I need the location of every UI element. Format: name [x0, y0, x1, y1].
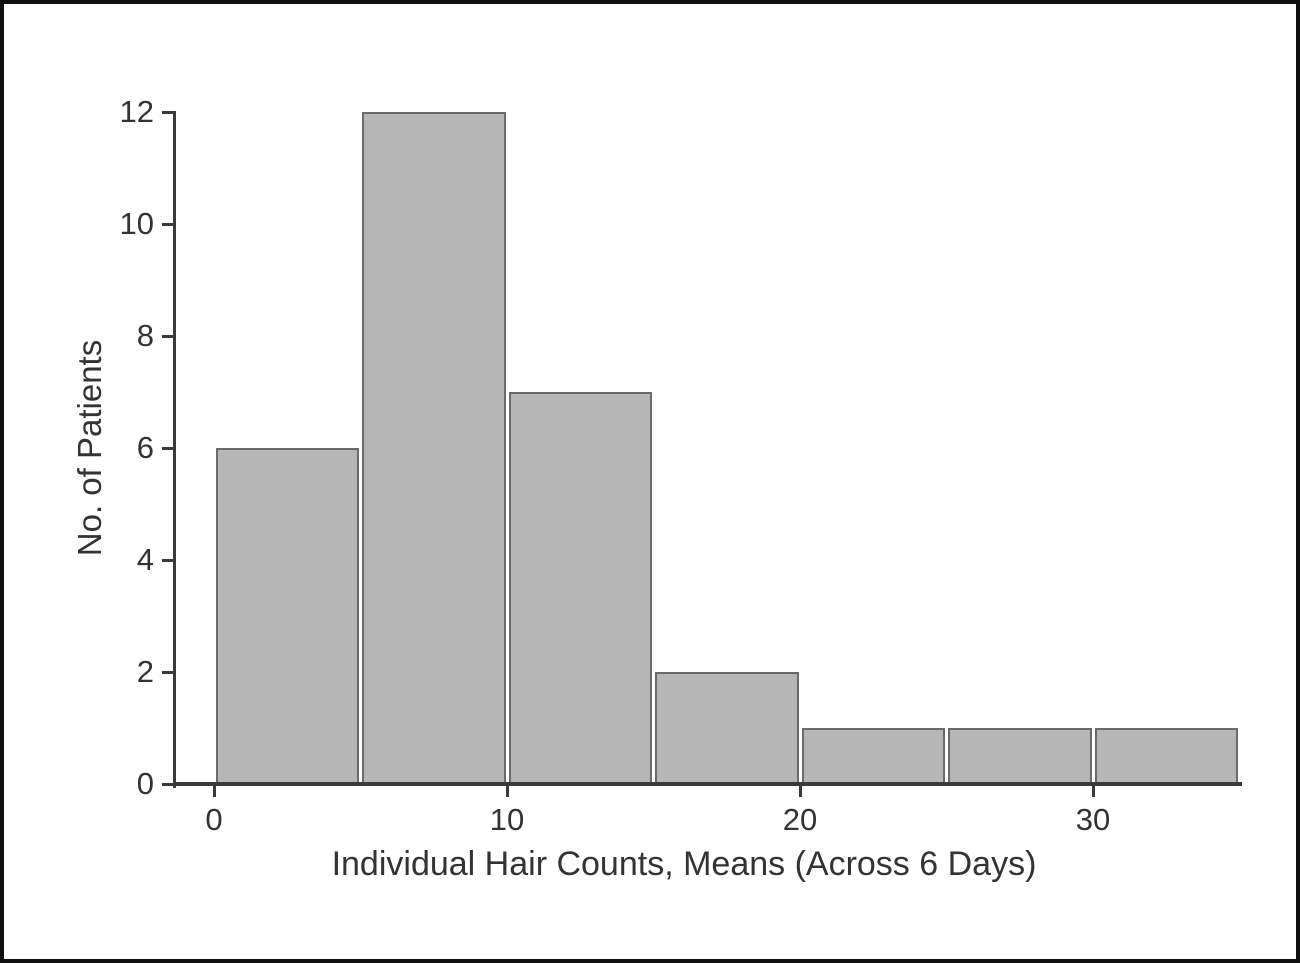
- x-tick-label: 20: [782, 802, 818, 837]
- histogram-bar: [508, 392, 652, 784]
- x-tick-label: 10: [489, 802, 525, 837]
- histogram-bar: [215, 448, 359, 784]
- x-tick: [505, 786, 509, 797]
- y-tick: [162, 446, 174, 450]
- y-axis-label: No. of Patients: [71, 339, 108, 557]
- y-tick-label: 0: [136, 766, 154, 801]
- x-tick: [1091, 786, 1095, 797]
- y-tick-label: 2: [136, 654, 154, 689]
- x-axis-label: Individual Hair Counts, Means (Across 6 …: [331, 845, 1037, 883]
- histogram-bar: [362, 112, 506, 784]
- y-tick-label: 12: [119, 94, 154, 129]
- x-tick: [212, 786, 216, 797]
- y-tick: [162, 334, 174, 338]
- histogram-bar: [655, 672, 799, 784]
- y-tick-label: 4: [136, 542, 154, 577]
- y-tick: [162, 558, 174, 562]
- x-tick-label: 30: [1075, 802, 1111, 837]
- y-tick: [162, 670, 174, 674]
- y-tick: [162, 110, 174, 114]
- histogram-bar: [801, 728, 945, 784]
- x-tick: [798, 786, 802, 797]
- y-tick: [162, 782, 174, 786]
- plot-area: 0 2 4 6 8 10 12 0 10 20 30: [4, 4, 1296, 959]
- y-axis-line: [173, 110, 176, 788]
- y-tick: [162, 222, 174, 226]
- y-tick-label: 8: [136, 318, 154, 353]
- x-tick-label: 0: [205, 802, 223, 837]
- histogram-bar: [1094, 728, 1238, 784]
- histogram-bar: [948, 728, 1092, 784]
- y-tick-label: 10: [119, 206, 154, 241]
- x-axis-line: [173, 782, 1242, 786]
- y-tick-label: 6: [136, 430, 154, 465]
